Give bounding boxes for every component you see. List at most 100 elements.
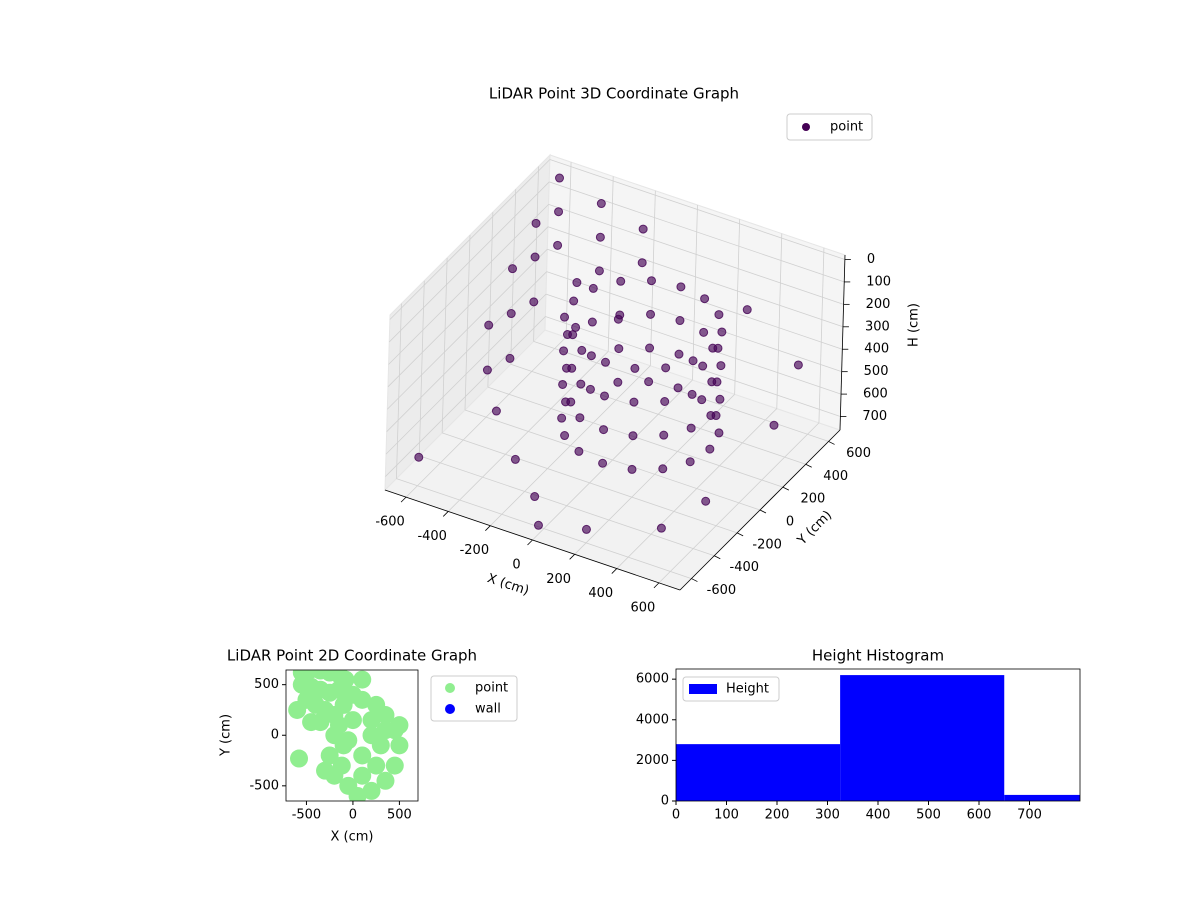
legend-marker (802, 123, 810, 131)
x-tick (653, 582, 660, 589)
x-tick (442, 511, 449, 517)
grid-line (442, 432, 738, 534)
point (376, 721, 395, 740)
point (343, 711, 362, 730)
point (376, 771, 395, 790)
legend-label: point (830, 120, 863, 135)
point (576, 379, 586, 389)
x-tick (569, 554, 575, 560)
point (645, 343, 655, 353)
point (659, 430, 669, 440)
point (505, 353, 515, 363)
point (362, 711, 381, 730)
x-tick-label: 0 (349, 808, 357, 823)
grid-line (418, 280, 425, 456)
point (585, 384, 595, 394)
y-tick (714, 555, 721, 560)
z-axis (839, 254, 846, 431)
point (598, 458, 608, 468)
point (339, 731, 358, 750)
x-tick-label: 700 (1017, 808, 1042, 823)
bar (676, 744, 841, 801)
point (700, 294, 710, 304)
point (390, 736, 409, 755)
chart-title: LiDAR Point 3D Coordinate Graph (489, 85, 739, 103)
point (531, 218, 541, 228)
y-tick-label: 400 (823, 469, 848, 484)
grid-line (549, 159, 846, 260)
z-axis-label: H (cm) (907, 303, 922, 347)
grid-line (776, 233, 783, 409)
grid-line (545, 293, 842, 395)
grid-line (387, 226, 549, 388)
legend-marker (445, 683, 455, 693)
point (575, 413, 585, 423)
point (491, 406, 501, 416)
point (769, 420, 779, 430)
y-tick (782, 486, 790, 491)
point (290, 749, 309, 768)
x-tick (611, 568, 618, 574)
y-tick-label: -600 (707, 583, 737, 598)
z-tick-label: 100 (866, 274, 891, 289)
point (676, 282, 686, 292)
grid-line (464, 234, 471, 411)
x-tick-label: 300 (815, 808, 840, 823)
grid-line (818, 247, 825, 423)
points (288, 670, 409, 801)
point (587, 317, 597, 327)
point (332, 756, 351, 775)
point (566, 397, 576, 407)
point (506, 309, 516, 319)
x-tick-label: 500 (387, 808, 412, 823)
point (529, 297, 539, 307)
legend-label: point (475, 681, 508, 696)
point (572, 278, 582, 288)
y-axis-label: Y (cm) (219, 714, 234, 757)
grid-line (734, 219, 741, 395)
y-tick-label: 4000 (636, 712, 669, 727)
point (353, 766, 372, 785)
point (629, 397, 639, 407)
point (656, 523, 666, 533)
legend-marker (445, 704, 455, 714)
point (637, 258, 647, 268)
point (362, 781, 381, 800)
grid-line (548, 203, 844, 305)
point (367, 756, 386, 775)
x-axis (384, 489, 681, 591)
z-tick-label: 300 (865, 319, 890, 334)
grid-line (389, 159, 551, 320)
legend-label: Height (726, 682, 769, 697)
grid-line (607, 176, 614, 352)
grid-line (565, 162, 572, 338)
point (288, 700, 307, 719)
x-tick-label: 100 (714, 808, 739, 823)
legend-box (682, 676, 780, 702)
point (646, 309, 656, 319)
point (353, 670, 372, 689)
point (793, 360, 803, 370)
legend-label: wall (475, 702, 501, 717)
z-tick-label: 500 (864, 364, 889, 379)
point (686, 423, 696, 433)
x-tick-label: 600 (631, 600, 656, 615)
point (685, 457, 695, 467)
point (698, 361, 708, 371)
bar (1004, 794, 1080, 801)
point (571, 322, 581, 332)
point (530, 252, 540, 262)
point (705, 444, 715, 454)
y-tick (759, 509, 767, 514)
point (697, 395, 707, 405)
point (311, 713, 330, 732)
z-tick-label: 200 (866, 297, 891, 312)
point (376, 706, 395, 725)
grid-line (533, 341, 829, 442)
chart-title: LiDAR Point 2D Coordinate Graph (227, 647, 477, 665)
x-tick-label: 200 (765, 808, 790, 823)
point (660, 396, 670, 406)
point (714, 428, 724, 438)
point (353, 746, 372, 765)
